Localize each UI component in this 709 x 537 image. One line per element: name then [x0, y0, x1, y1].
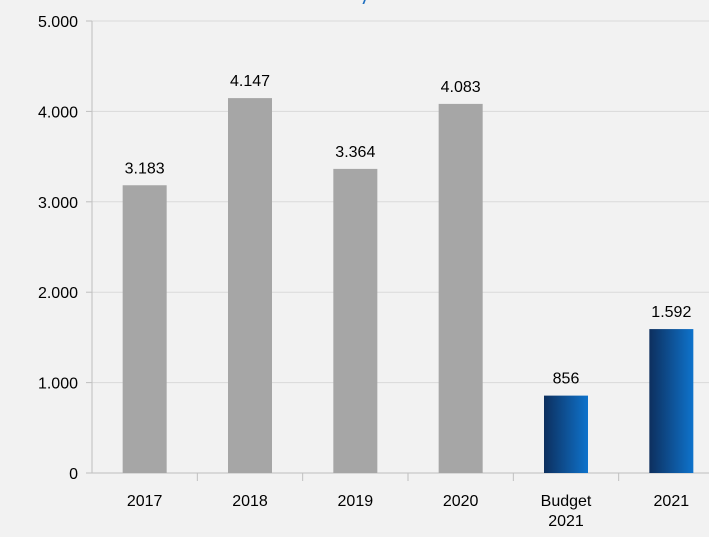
- y-tick-label: 3.000: [38, 195, 78, 212]
- data-label: 4.083: [441, 79, 481, 96]
- bar: [649, 329, 694, 473]
- x-tick-label: 2018: [232, 493, 268, 510]
- axes: [86, 20, 709, 481]
- data-label: 4.147: [230, 73, 270, 90]
- x-tick-label: 2017: [127, 493, 163, 510]
- data-label: 3.183: [125, 160, 165, 177]
- bar: [333, 168, 378, 473]
- y-tick-label: 5.000: [38, 14, 78, 31]
- bar: [122, 185, 167, 473]
- data-label: 1.592: [651, 304, 691, 321]
- bar: [544, 395, 588, 473]
- gridlines: [92, 20, 709, 384]
- data-label: 856: [553, 371, 580, 388]
- x-tick-label: 2021: [654, 493, 690, 510]
- bar: [438, 103, 483, 474]
- y-tick-label: 1.000: [38, 376, 78, 393]
- bar: [228, 98, 272, 473]
- tick-labels: 0 1.000 2.000 3.000 4.000 5.000 2017 2018 2019 20…: [38, 14, 689, 530]
- y-tick-label: 2.000: [38, 285, 78, 302]
- x-tick-label: 2019: [338, 493, 374, 510]
- y-tick-label: 0: [69, 466, 78, 483]
- x-tick-label: Budget: [541, 493, 592, 510]
- chart-title-fragment: /: [362, 0, 369, 8]
- data-label: 3.364: [335, 144, 375, 161]
- x-tick-label: 2020: [443, 493, 479, 510]
- data-labels: 3.183 4.147 3.364 4.083 856 1.592: [125, 73, 692, 388]
- bars: [122, 98, 694, 474]
- x-tick-label: 2021: [548, 513, 584, 530]
- y-tick-label: 4.000: [38, 104, 78, 121]
